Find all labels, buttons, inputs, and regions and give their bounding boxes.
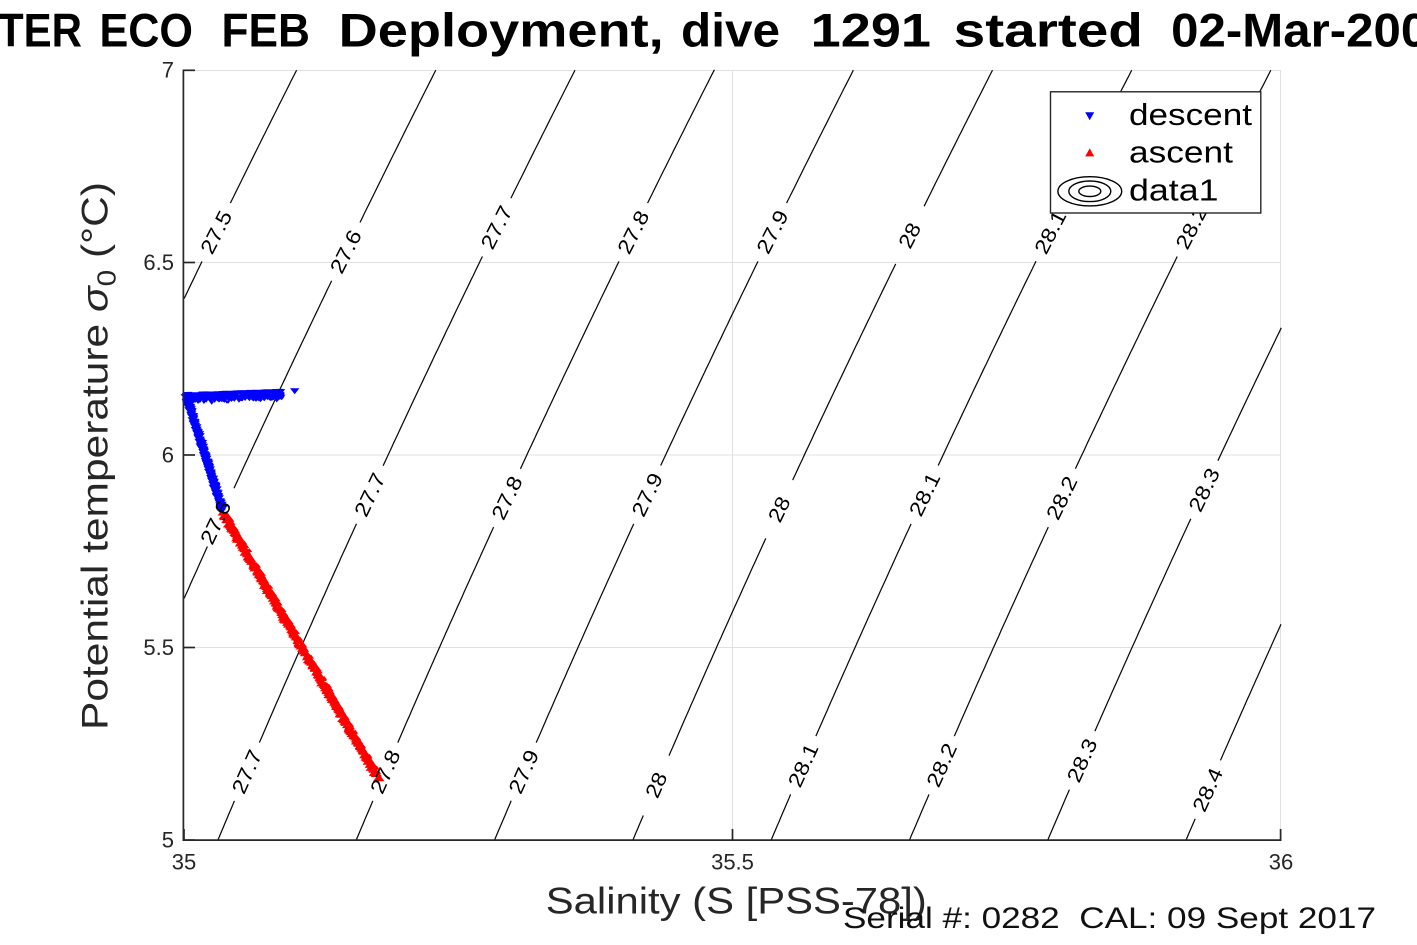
svg-text:35.5: 35.5 [711, 850, 754, 875]
svg-text:Deployment,: Deployment, [339, 3, 664, 56]
svg-text:6.5: 6.5 [143, 250, 174, 275]
svg-text:02-Mar-200: 02-Mar-200 [1171, 3, 1417, 56]
svg-text:FEB: FEB [222, 3, 311, 56]
svg-text:5: 5 [162, 828, 174, 853]
svg-text:started: started [954, 3, 1143, 56]
svg-text:5.5: 5.5 [143, 635, 174, 660]
svg-text:36: 36 [1269, 850, 1293, 875]
svg-text:descent: descent [1129, 97, 1252, 132]
svg-text:Serial #: 0282 CAL: 09 Sept 2: Serial #: 0282 CAL: 09 Sept 2017 [843, 902, 1376, 935]
svg-text:ascent: ascent [1129, 134, 1233, 169]
svg-text:6: 6 [162, 443, 174, 468]
svg-text:data1: data1 [1129, 173, 1219, 208]
svg-text:35: 35 [172, 850, 196, 875]
svg-text:Salinity (S [PSS-78]): Salinity (S [PSS-78]) [546, 881, 927, 922]
svg-text:ECO: ECO [100, 3, 194, 56]
svg-text:Potential temperature σ0 (°C): Potential temperature σ0 (°C) [75, 182, 122, 730]
svg-text:dive: dive [681, 3, 780, 56]
svg-text:1291: 1291 [811, 3, 931, 56]
svg-text:7: 7 [162, 58, 174, 83]
svg-text:TER: TER [0, 3, 82, 56]
